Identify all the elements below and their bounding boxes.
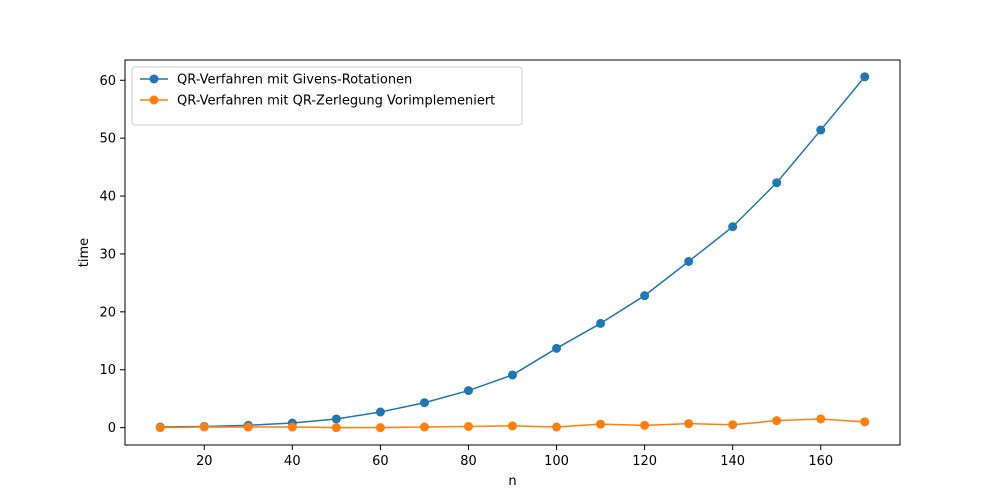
x-tick-label: 140: [720, 454, 745, 469]
series-2-point: [155, 423, 165, 433]
series-1-point: [640, 291, 650, 301]
y-tick-label: 0: [108, 421, 116, 436]
series-1-point: [596, 318, 606, 328]
y-tick-label: 40: [99, 190, 116, 205]
series-2-point: [596, 419, 606, 429]
legend-box: [131, 66, 523, 126]
legend-swatch-marker: [149, 95, 159, 105]
series-1-point: [419, 398, 429, 408]
y-tick-label: 20: [99, 305, 116, 320]
series-2-point: [463, 421, 473, 431]
series-1-point: [331, 414, 341, 424]
y-axis-label: time: [77, 238, 92, 267]
series-2-point: [816, 414, 826, 424]
series-2-point: [684, 419, 694, 429]
y-tick-label: 50: [99, 132, 116, 147]
series-1-point: [552, 343, 562, 353]
series-1-point: [728, 222, 738, 232]
series-1-point: [816, 125, 826, 135]
series-1-point: [463, 386, 473, 396]
series-2-point: [772, 416, 782, 426]
series-2-point: [199, 422, 209, 432]
x-tick-label: 40: [284, 454, 301, 469]
x-tick-label: 100: [544, 454, 569, 469]
series-1-point: [684, 256, 694, 266]
axes-layer: 20 40 60 80 100 120 140 160 0 10 20 30 40 50 60: [99, 74, 833, 469]
x-tick-label: 120: [632, 454, 657, 469]
legend-label: QR-Verfahren mit QR-Zerlegung Vorimpleme…: [177, 94, 495, 109]
series-1-point: [508, 370, 517, 380]
series-1-point: [375, 407, 385, 417]
x-tick-label: 160: [808, 454, 833, 469]
series-2-point: [243, 422, 253, 432]
series-2-point: [728, 420, 738, 430]
plot-frame: [124, 59, 901, 446]
x-tick-label: 20: [196, 454, 213, 469]
series-2: [155, 414, 870, 433]
series-1-point: [860, 72, 870, 82]
y-tick-label: 60: [99, 74, 116, 89]
series-1-point: [772, 178, 782, 188]
series-2-point: [419, 422, 429, 432]
legend-swatch-marker: [149, 74, 159, 84]
x-tick-label: 80: [460, 454, 477, 469]
series-2-point: [287, 422, 297, 432]
series-2-point: [552, 422, 562, 432]
legend-items: QR-Verfahren mit Givens-Rotationen QR-Ver…: [140, 73, 495, 109]
series-2-point: [508, 421, 517, 431]
series-2-point: [375, 423, 385, 433]
legend-label: QR-Verfahren mit Givens-Rotationen: [177, 73, 412, 88]
legend: QR-Verfahren mit Givens-Rotationen QR-Ver…: [131, 66, 523, 126]
x-axis-label: n: [508, 474, 516, 489]
series-2-point: [860, 417, 870, 427]
y-tick-label: 10: [99, 363, 116, 378]
series-2-point: [640, 420, 650, 430]
series-2-point: [331, 423, 341, 433]
plot-layer: [155, 72, 870, 433]
x-tick-label: 60: [372, 454, 389, 469]
y-tick-label: 30: [99, 247, 116, 262]
